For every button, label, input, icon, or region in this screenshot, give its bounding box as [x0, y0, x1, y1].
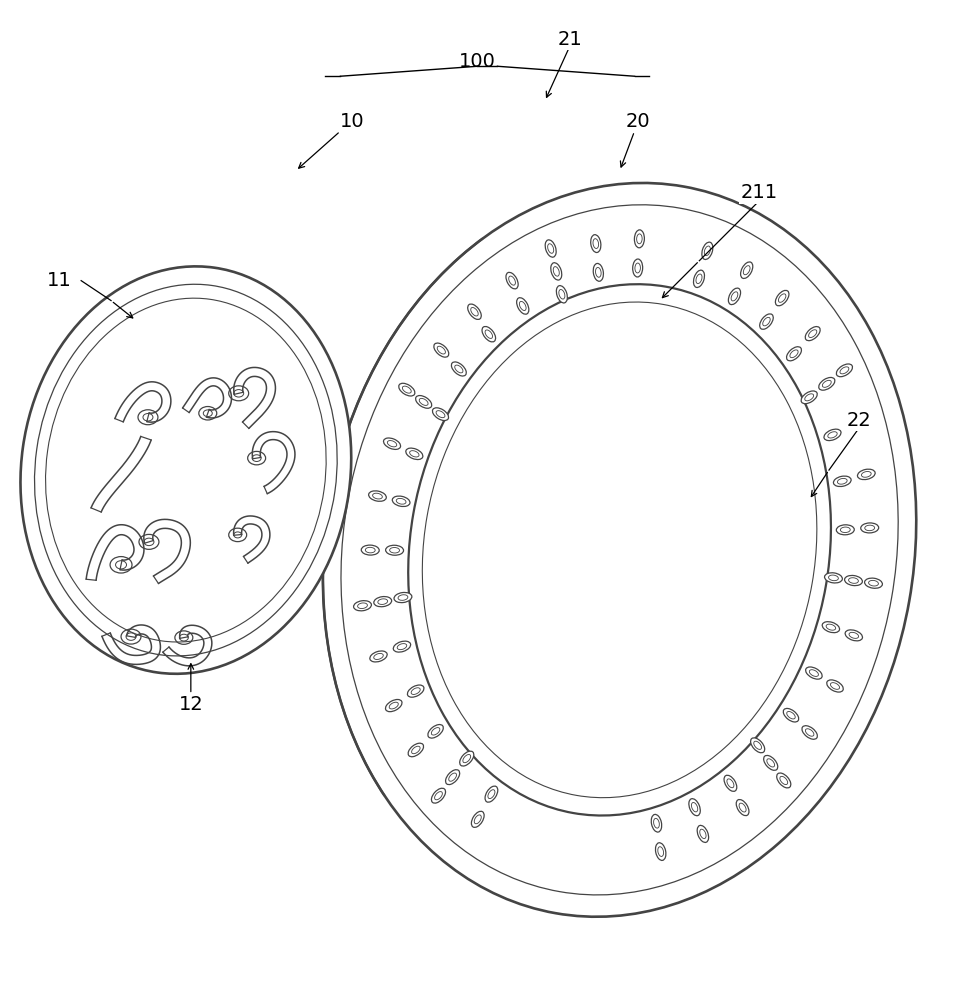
Ellipse shape: [804, 667, 821, 679]
Ellipse shape: [701, 242, 712, 259]
Ellipse shape: [801, 726, 817, 739]
Ellipse shape: [354, 601, 371, 611]
Ellipse shape: [833, 476, 850, 487]
Ellipse shape: [826, 680, 842, 692]
Ellipse shape: [836, 525, 853, 535]
Ellipse shape: [843, 575, 862, 586]
Ellipse shape: [20, 266, 351, 674]
Ellipse shape: [823, 573, 841, 583]
Ellipse shape: [374, 597, 392, 607]
Ellipse shape: [836, 364, 852, 377]
Ellipse shape: [481, 326, 495, 342]
Ellipse shape: [383, 438, 400, 449]
Ellipse shape: [405, 448, 422, 460]
Ellipse shape: [723, 775, 736, 791]
Text: 211: 211: [740, 183, 777, 202]
Ellipse shape: [736, 800, 748, 816]
Ellipse shape: [651, 814, 661, 832]
Ellipse shape: [804, 327, 820, 341]
Text: 12: 12: [178, 695, 203, 714]
Ellipse shape: [385, 699, 401, 712]
Ellipse shape: [801, 391, 817, 404]
Ellipse shape: [484, 786, 497, 802]
Ellipse shape: [416, 396, 432, 408]
Ellipse shape: [431, 788, 445, 803]
Ellipse shape: [393, 641, 410, 652]
Ellipse shape: [432, 408, 448, 421]
Ellipse shape: [467, 304, 480, 319]
Ellipse shape: [693, 270, 703, 287]
Ellipse shape: [593, 263, 603, 281]
Ellipse shape: [394, 592, 412, 603]
Ellipse shape: [428, 725, 443, 738]
Ellipse shape: [818, 377, 834, 390]
Ellipse shape: [857, 469, 874, 480]
Ellipse shape: [740, 262, 752, 278]
Ellipse shape: [775, 290, 788, 306]
Text: 11: 11: [47, 271, 71, 290]
Ellipse shape: [392, 496, 410, 507]
Ellipse shape: [697, 825, 708, 842]
Ellipse shape: [322, 183, 915, 917]
Ellipse shape: [821, 622, 839, 633]
Ellipse shape: [634, 230, 643, 248]
Ellipse shape: [776, 773, 790, 788]
Ellipse shape: [863, 578, 882, 588]
Text: 21: 21: [557, 30, 581, 49]
Ellipse shape: [505, 272, 517, 289]
Ellipse shape: [408, 284, 830, 816]
Ellipse shape: [688, 799, 700, 816]
Ellipse shape: [471, 811, 483, 827]
Ellipse shape: [550, 263, 561, 280]
Ellipse shape: [517, 298, 528, 314]
Ellipse shape: [860, 523, 878, 533]
Ellipse shape: [759, 314, 773, 329]
Ellipse shape: [451, 362, 466, 376]
Ellipse shape: [762, 755, 777, 770]
Ellipse shape: [370, 651, 387, 662]
Ellipse shape: [544, 240, 556, 257]
Ellipse shape: [590, 235, 600, 253]
Text: 100: 100: [458, 52, 495, 71]
Ellipse shape: [785, 347, 801, 361]
Ellipse shape: [655, 843, 665, 860]
Ellipse shape: [459, 751, 474, 766]
Ellipse shape: [434, 343, 448, 357]
Ellipse shape: [407, 685, 423, 697]
Ellipse shape: [445, 770, 459, 785]
Ellipse shape: [408, 743, 423, 757]
Ellipse shape: [385, 545, 403, 555]
Text: 20: 20: [624, 112, 649, 131]
Ellipse shape: [556, 286, 567, 303]
Text: 22: 22: [845, 411, 870, 430]
Ellipse shape: [823, 429, 841, 441]
Ellipse shape: [398, 383, 415, 396]
Ellipse shape: [844, 630, 862, 641]
Ellipse shape: [361, 545, 378, 555]
Ellipse shape: [632, 259, 642, 277]
Text: 10: 10: [339, 112, 364, 131]
Ellipse shape: [846, 417, 863, 429]
Ellipse shape: [728, 288, 740, 305]
Ellipse shape: [368, 491, 386, 501]
Ellipse shape: [750, 738, 764, 753]
Ellipse shape: [782, 708, 798, 722]
